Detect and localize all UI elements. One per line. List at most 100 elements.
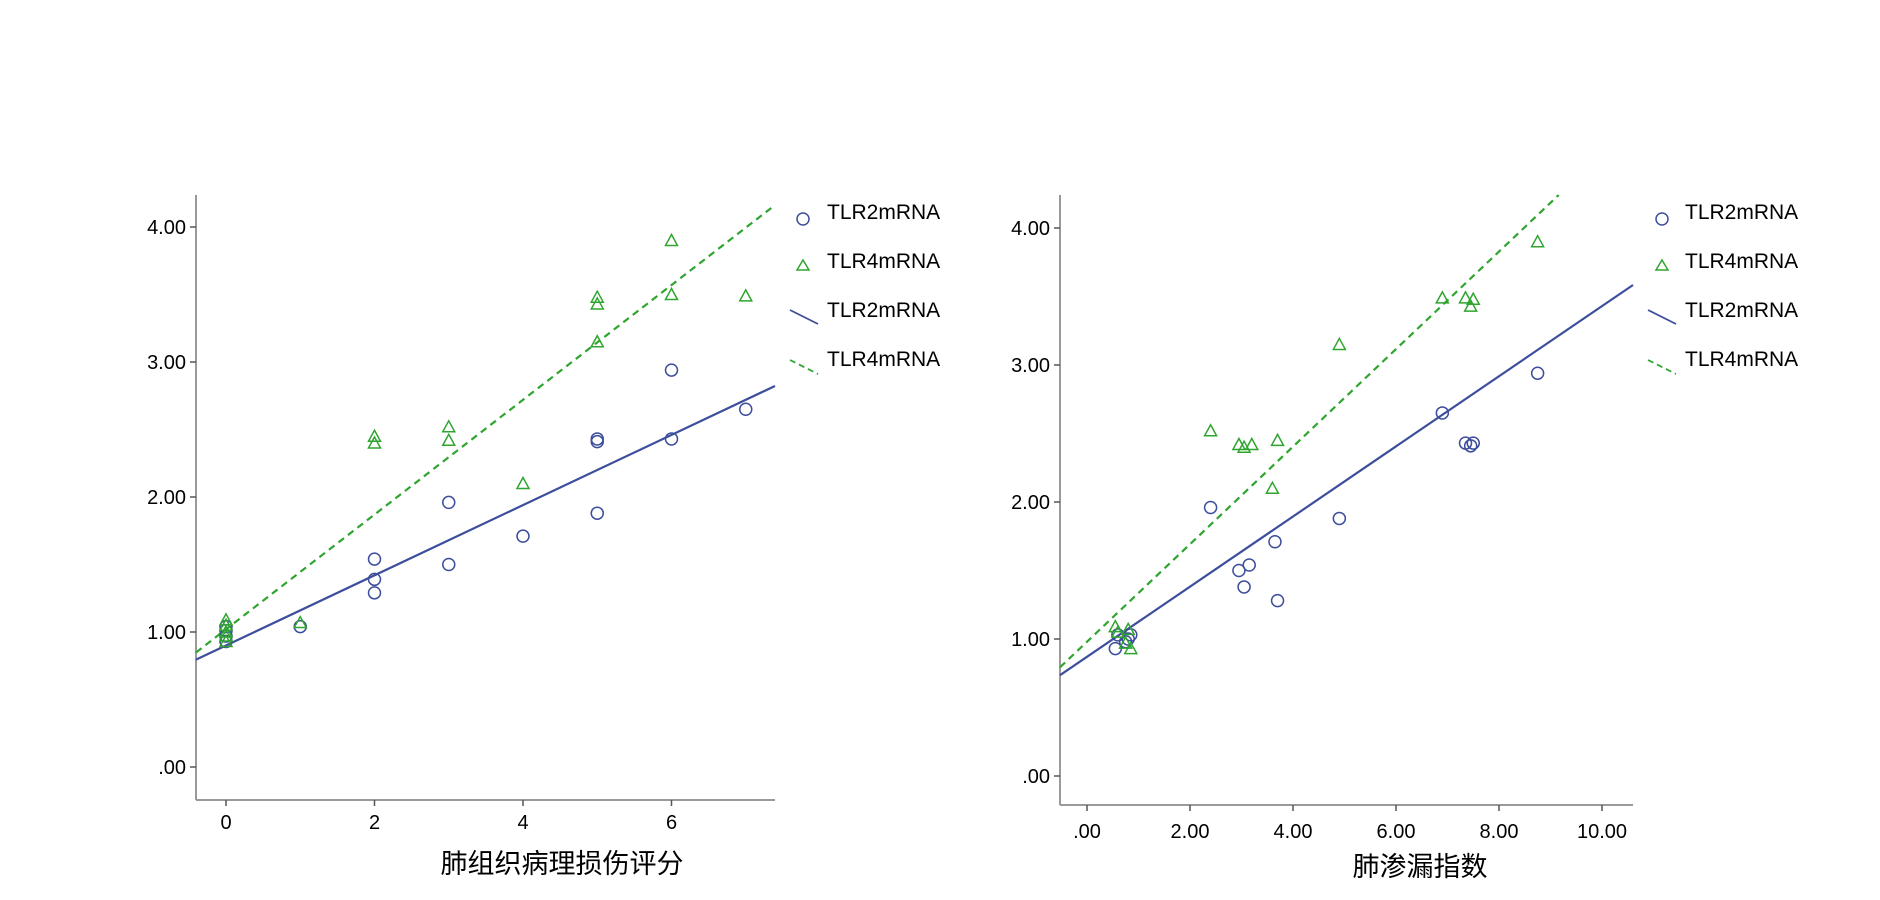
data-point-triangle <box>1463 298 1478 312</box>
data-point-circle <box>590 434 604 449</box>
legend-label: TLR2mRNA <box>827 299 940 322</box>
data-point-triangle <box>441 419 457 433</box>
data-point-circle <box>1530 366 1545 380</box>
chart-1-legend: TLR2mRNA TLR4mRNA TLR2mRNA TLR4mRNA <box>789 201 940 375</box>
fit-line-dashed <box>195 204 776 654</box>
data-point-triangle <box>367 428 382 442</box>
chart-2-x-axis: .00 2.00 4.00 6.00 8.00 10.00 肺渗漏指数 <box>1060 804 1633 883</box>
data-point-circle <box>1232 563 1246 578</box>
legend-triangle-marker <box>1654 258 1670 271</box>
legend-label: TLR2mRNA <box>827 201 940 224</box>
legend-label: TLR4mRNA <box>827 250 940 273</box>
data-point-triangle <box>218 612 234 626</box>
chart-1-x-tick-label: 0 <box>220 812 231 834</box>
legend-label: TLR4mRNA <box>1685 348 1798 371</box>
legend-label: TLR2mRNA <box>1685 299 1798 322</box>
legend-solid-line-marker <box>1647 309 1677 325</box>
data-point-triangle <box>1123 641 1139 655</box>
chart-2-x-tick-label: .00 <box>1073 821 1101 843</box>
data-point-circle <box>739 402 753 416</box>
fit-line-solid <box>195 384 776 661</box>
data-point-triangle <box>1244 436 1260 451</box>
legend-circle-marker <box>1655 212 1669 226</box>
data-point-circle <box>1242 558 1256 572</box>
data-point-triangle <box>218 624 234 638</box>
chart-2-legend: TLR2mRNA TLR4mRNA TLR2mRNA TLR4mRNA <box>1647 201 1798 375</box>
data-point-circle <box>367 572 382 587</box>
chart-2-x-tick-label: 2.00 <box>1171 821 1210 843</box>
fit-line-solid <box>1059 284 1634 677</box>
data-point-triangle <box>1530 234 1545 248</box>
data-point-triangle <box>1270 432 1285 447</box>
data-point-circle <box>1466 436 1480 450</box>
data-point-circle <box>1270 593 1285 608</box>
data-point-triangle <box>664 232 679 247</box>
data-point-triangle <box>515 475 531 490</box>
data-point-circle <box>590 506 604 520</box>
data-point-circle <box>590 432 604 446</box>
data-point-triangle <box>292 614 308 629</box>
data-point-circle <box>367 586 382 600</box>
data-point-triangle <box>218 628 234 642</box>
chart-1-x-tick-label: 2 <box>369 812 380 834</box>
data-point-triangle <box>738 288 754 302</box>
fit-line-dashed <box>1059 194 1560 669</box>
chart-1-y-tick-label: 4.00 <box>147 217 186 239</box>
chart-2-y-tick-label: 2.00 <box>1011 492 1050 514</box>
data-point-triangle <box>1435 290 1450 304</box>
data-point-circle <box>1268 534 1282 549</box>
data-point-circle <box>664 363 679 377</box>
chart-1-x-axis: 0 2 4 6 肺组织病理损伤评分 <box>196 799 775 880</box>
data-point-triangle <box>1118 635 1133 649</box>
chart-1-plot-area <box>195 204 776 661</box>
data-point-triangle <box>664 286 679 301</box>
data-point-circle <box>367 552 382 566</box>
data-point-triangle <box>1203 423 1218 437</box>
chart-2-y-tick-label: 1.00 <box>1011 629 1050 651</box>
chart-1-y-tick-label: .00 <box>158 757 186 779</box>
data-point-triangle <box>367 435 382 449</box>
data-point-triangle <box>1265 480 1280 495</box>
data-point-circle <box>1435 406 1450 420</box>
chart-1-x-axis-title: 肺组织病理损伤评分 <box>441 849 684 880</box>
chart-1-y-tick-label: 1.00 <box>147 622 186 644</box>
data-point-triangle <box>589 289 605 303</box>
legend-solid-line-marker <box>789 309 819 325</box>
data-point-circle <box>293 619 307 634</box>
legend-label: TLR4mRNA <box>1685 250 1798 273</box>
chart-2-x-tick-label: 6.00 <box>1377 821 1416 843</box>
data-point-triangle <box>1110 624 1126 638</box>
data-point-circle <box>442 557 456 572</box>
chart-1-y-tick-label: 2.00 <box>147 487 186 509</box>
chart-2-y-tick-label: .00 <box>1022 766 1050 788</box>
chart-1-x-tick-label: 4 <box>517 812 528 834</box>
data-point-circle <box>442 495 456 510</box>
chart-1-y-tick-label: 3.00 <box>147 352 186 374</box>
data-point-triangle <box>589 296 605 310</box>
legend-label: TLR4mRNA <box>827 348 940 371</box>
legend-dashed-line-marker <box>1647 359 1677 375</box>
chart-2-x-tick-label: 10.00 <box>1577 821 1627 843</box>
chart-2-plot-area <box>1059 194 1634 677</box>
data-point-triangle <box>1465 291 1481 305</box>
data-point-triangle <box>1332 336 1347 351</box>
data-point-triangle <box>1120 621 1136 636</box>
chart-2: 4.00 3.00 2.00 1.00 .00 .00 2.00 4.00 6.… <box>1011 194 1798 883</box>
chart-2-y-axis: 4.00 3.00 2.00 1.00 .00 <box>1011 195 1061 805</box>
chart-1: 4.00 3.00 2.00 1.00 .00 0 2 4 6 肺组织病理损伤评… <box>147 195 940 880</box>
data-point-circle <box>1203 500 1218 515</box>
data-point-triangle <box>589 334 605 348</box>
chart-2-x-tick-label: 8.00 <box>1480 821 1519 843</box>
legend-triangle-marker <box>795 258 811 271</box>
data-point-circle <box>1463 439 1478 453</box>
chart-2-x-axis-title: 肺渗漏指数 <box>1353 852 1488 883</box>
chart-2-x-tick-label: 4.00 <box>1274 821 1313 843</box>
legend-circle-marker <box>796 212 810 226</box>
legend-dashed-line-marker <box>789 359 819 375</box>
data-point-circle <box>1332 511 1347 526</box>
legend-label: TLR2mRNA <box>1685 201 1798 224</box>
data-point-triangle <box>1458 290 1473 304</box>
data-point-triangle <box>441 432 457 447</box>
chart-2-y-tick-label: 3.00 <box>1011 355 1050 377</box>
